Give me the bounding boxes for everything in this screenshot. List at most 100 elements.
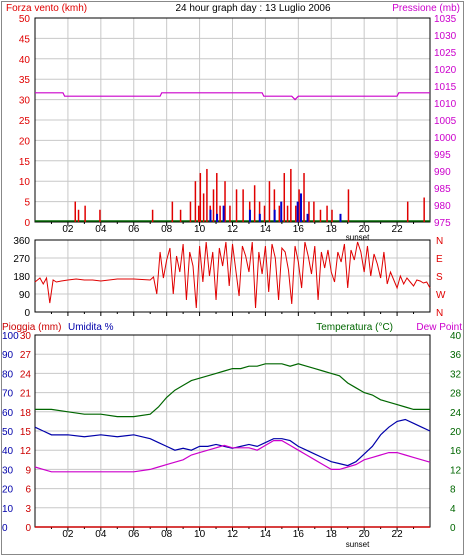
humidity-axis-title: Umidita %	[68, 322, 114, 333]
temperature-tick: 12	[450, 465, 462, 476]
wind-bar	[295, 205, 297, 222]
wind-bar	[273, 189, 276, 222]
wind-bar	[219, 205, 221, 222]
temperature-tick: 8	[450, 485, 456, 496]
wind-bar	[253, 185, 256, 222]
temperature-tick: 36	[450, 350, 462, 361]
wind-bar	[212, 189, 215, 222]
y-tick-left: 40	[19, 55, 31, 66]
humidity-tick: 60	[2, 408, 14, 419]
rain-tick: 24	[20, 369, 32, 380]
x-tick-label: 18	[326, 529, 338, 540]
wind-bar	[189, 201, 192, 222]
x-tick-label: 06	[128, 529, 140, 540]
rain-tick: 18	[20, 408, 32, 419]
y-tick-right: 1030	[434, 31, 457, 42]
x-tick-label: 22	[392, 529, 404, 540]
x-tick-label: 12	[227, 529, 239, 540]
wind-bar	[99, 209, 101, 222]
humidity-tick: 70	[2, 389, 14, 400]
y-tick-right: 995	[434, 150, 451, 161]
gust-bar	[258, 213, 261, 222]
compass-label: E	[436, 254, 443, 265]
x-tick-label: 04	[95, 529, 107, 540]
direction-tick: 0	[24, 308, 30, 319]
y-tick-right: 1015	[434, 82, 457, 93]
pressure-axis-title: Pressione (mb)	[392, 3, 460, 14]
direction-tick: 360	[13, 236, 30, 247]
temperature-axis-title: Temperatura (°C)	[316, 322, 393, 333]
wind-bar	[224, 181, 226, 222]
compass-label: N	[436, 308, 443, 319]
temperature-tick: 28	[450, 389, 462, 400]
sunset-label: sunset	[346, 540, 370, 549]
gust-bar	[216, 213, 219, 222]
rain-tick: 15	[20, 427, 32, 438]
x-tick-label: 16	[293, 529, 305, 540]
rain-tick: 3	[25, 504, 31, 515]
y-tick-left: 20	[19, 136, 31, 147]
y-tick-right: 990	[434, 167, 451, 178]
x-tick-label: 18	[326, 224, 338, 235]
wind-bar	[319, 209, 322, 222]
chart-title: 24 hour graph day : 13 Luglio 2006	[175, 3, 331, 14]
wind-bar	[326, 205, 328, 222]
y-tick-right: 1010	[434, 99, 457, 110]
y-tick-left: 10	[19, 177, 31, 188]
wind-bar	[199, 173, 202, 222]
temperature-tick: 16	[450, 446, 462, 457]
temperature-tick: 40	[450, 331, 462, 342]
rain-axis-title: Pioggia (mm)	[2, 322, 61, 333]
y-tick-right: 1000	[434, 133, 457, 144]
x-tick-label: 08	[161, 224, 173, 235]
wind-bar	[179, 209, 182, 222]
x-tick-label: 06	[128, 224, 140, 235]
x-tick-label: 08	[161, 529, 173, 540]
gust-bar	[248, 209, 251, 222]
y-tick-left: 45	[19, 34, 31, 45]
temperature-tick: 24	[450, 408, 462, 419]
x-tick-label: 12	[227, 224, 239, 235]
wind-bar	[194, 181, 197, 222]
humidity-tick: 10	[2, 504, 14, 515]
x-tick-label: 20	[359, 529, 371, 540]
rain-tick: 12	[20, 446, 32, 457]
y-tick-left: 5	[24, 198, 30, 209]
humidity-tick: 40	[2, 446, 14, 457]
compass-label: S	[436, 272, 443, 283]
humidity-tick: 90	[2, 350, 14, 361]
rain-tick: 27	[20, 350, 32, 361]
wind-bar	[206, 168, 208, 222]
x-tick-label: 20	[359, 224, 371, 235]
gust-bar	[296, 201, 299, 222]
y-tick-left: 50	[19, 14, 31, 25]
gust-bar	[209, 209, 212, 222]
y-tick-right: 975	[434, 218, 451, 229]
gust-bar	[222, 205, 225, 222]
temperature-line	[35, 363, 430, 418]
humidity-tick: 80	[2, 369, 14, 380]
wind-bar	[283, 173, 286, 222]
wind-bar	[313, 201, 315, 222]
x-tick-label: 22	[392, 224, 404, 235]
humidity-tick: 0	[2, 523, 8, 534]
wind-bar	[286, 205, 289, 222]
rain-tick: 30	[20, 331, 32, 342]
rain-tick: 6	[25, 485, 31, 496]
x-tick-label: 10	[194, 224, 206, 235]
direction-line	[34, 241, 431, 309]
humidity-tick: 20	[2, 485, 14, 496]
wind-bar	[197, 205, 200, 222]
gust-bar	[299, 193, 302, 222]
x-tick-label: 10	[194, 529, 206, 540]
y-tick-left: 35	[19, 75, 31, 86]
dew-line	[34, 440, 431, 473]
humidity-line	[34, 418, 431, 467]
wind-bar	[290, 168, 292, 222]
y-tick-right: 1025	[434, 48, 457, 59]
humidity-tick: 100	[2, 331, 19, 342]
x-tick-label: 02	[62, 529, 74, 540]
x-tick-label: 04	[95, 224, 107, 235]
